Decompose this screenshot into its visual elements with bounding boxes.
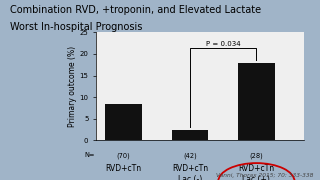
Bar	[238, 63, 275, 140]
Text: (42): (42)	[183, 152, 197, 159]
Y-axis label: Primary outcome (%): Primary outcome (%)	[68, 46, 76, 127]
Text: P = 0.034: P = 0.034	[206, 41, 241, 47]
Text: Vanni, Thorax 2015; 70: 333-338: Vanni, Thorax 2015; 70: 333-338	[216, 173, 314, 178]
Text: (28): (28)	[250, 152, 263, 159]
Bar	[172, 130, 208, 140]
Text: N=: N=	[84, 152, 94, 159]
Text: Combination RVD, +troponin, and Elevated Lactate: Combination RVD, +troponin, and Elevated…	[10, 5, 261, 15]
Text: RVD+cTn: RVD+cTn	[106, 164, 142, 173]
Text: Worst In-hospital Prognosis: Worst In-hospital Prognosis	[10, 22, 142, 32]
Text: (70): (70)	[117, 152, 131, 159]
Text: RVD+cTn
Lac (-): RVD+cTn Lac (-)	[172, 164, 208, 180]
Text: RVD+cTn
Lac (+): RVD+cTn Lac (+)	[238, 164, 275, 180]
Bar	[106, 104, 142, 140]
